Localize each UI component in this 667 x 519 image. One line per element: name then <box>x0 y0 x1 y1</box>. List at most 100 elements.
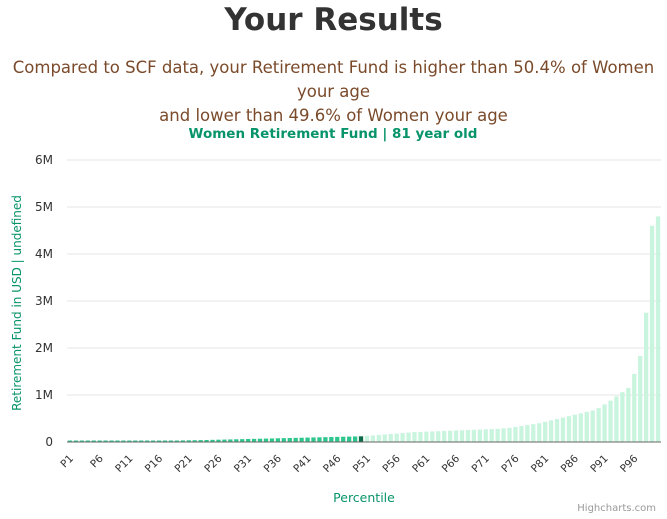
bar-p32[interactable] <box>251 438 257 442</box>
bar-p31[interactable] <box>246 438 251 442</box>
bar-p5[interactable] <box>91 440 96 443</box>
bar-p11[interactable] <box>127 440 132 443</box>
bar-p44[interactable] <box>323 437 328 442</box>
bar-p75[interactable] <box>507 427 512 442</box>
bar-p24[interactable] <box>204 439 209 442</box>
bar-p16[interactable] <box>156 440 162 443</box>
bar-p27[interactable] <box>222 439 227 442</box>
bar-p38[interactable] <box>287 438 292 442</box>
bar-p100[interactable] <box>655 216 661 442</box>
bar-p41[interactable] <box>305 437 310 442</box>
bar-p63[interactable] <box>436 431 441 442</box>
bar-p98[interactable] <box>644 312 649 442</box>
bar-p60[interactable] <box>418 431 423 442</box>
bar-p68[interactable] <box>465 430 471 442</box>
bar-p99[interactable] <box>649 225 655 442</box>
bar-p28[interactable] <box>228 439 233 442</box>
bar-p94[interactable] <box>620 392 625 442</box>
bar-p80[interactable] <box>537 423 542 442</box>
bar-p12[interactable] <box>133 440 138 443</box>
bar-p23[interactable] <box>198 440 203 442</box>
bar-p8[interactable] <box>109 440 114 443</box>
bar-p42[interactable] <box>311 437 316 442</box>
bar-p7[interactable] <box>103 440 108 443</box>
bar-p22[interactable] <box>192 440 197 442</box>
bar-p93[interactable] <box>614 396 619 442</box>
bar-p37[interactable] <box>281 438 286 442</box>
bar-p62[interactable] <box>430 431 435 442</box>
bar-p79[interactable] <box>531 424 536 442</box>
bar-p67[interactable] <box>459 430 465 442</box>
bar-p18[interactable] <box>168 440 174 443</box>
bar-p19[interactable] <box>174 440 180 443</box>
bar-p70[interactable] <box>477 429 482 442</box>
bar-p6[interactable] <box>97 440 102 443</box>
bar-p51[interactable] <box>364 435 370 442</box>
bar-p34[interactable] <box>263 438 269 442</box>
bar-p78[interactable] <box>525 425 530 442</box>
bar-p21[interactable] <box>186 440 191 442</box>
bar-p90[interactable] <box>596 408 601 442</box>
bar-p82[interactable] <box>548 420 554 442</box>
bar-p96[interactable] <box>632 373 637 442</box>
bar-p40[interactable] <box>299 437 304 442</box>
bar-p49[interactable] <box>352 436 358 442</box>
bar-p33[interactable] <box>257 438 263 442</box>
bar-p71[interactable] <box>483 429 488 442</box>
bar-p55[interactable] <box>388 434 393 442</box>
bar-p29[interactable] <box>234 439 239 442</box>
bar-p30[interactable] <box>240 439 245 442</box>
bar-p1[interactable] <box>67 440 73 443</box>
bar-p81[interactable] <box>543 421 548 442</box>
bar-p58[interactable] <box>406 432 411 442</box>
bar-p59[interactable] <box>412 432 417 442</box>
bar-p86[interactable] <box>572 414 578 442</box>
bar-p26[interactable] <box>216 439 221 442</box>
bar-p91[interactable] <box>602 404 607 442</box>
bar-p66[interactable] <box>453 430 459 442</box>
bar-p97[interactable] <box>638 355 643 442</box>
bar-p43[interactable] <box>317 437 322 442</box>
bar-p9[interactable] <box>115 440 120 443</box>
bar-p36[interactable] <box>275 438 281 442</box>
bar-p83[interactable] <box>554 418 560 442</box>
bar-p72[interactable] <box>489 429 494 442</box>
bar-p92[interactable] <box>608 400 613 442</box>
bar-p17[interactable] <box>162 440 168 443</box>
bar-p88[interactable] <box>584 411 589 442</box>
bar-p54[interactable] <box>382 434 387 442</box>
bar-p4[interactable] <box>85 440 90 443</box>
bar-p73[interactable] <box>495 428 500 442</box>
bar-p2[interactable] <box>73 440 79 443</box>
bar-p95[interactable] <box>626 387 631 442</box>
bar-p50[interactable] <box>358 436 364 442</box>
bar-p13[interactable] <box>139 440 144 443</box>
bar-p53[interactable] <box>376 434 381 442</box>
bar-p47[interactable] <box>341 436 346 442</box>
bar-p14[interactable] <box>145 440 150 443</box>
bar-p61[interactable] <box>424 431 429 442</box>
bar-p46[interactable] <box>335 436 340 442</box>
bar-p85[interactable] <box>566 416 572 442</box>
bar-p87[interactable] <box>578 413 583 442</box>
bar-p10[interactable] <box>121 440 126 443</box>
bar-p56[interactable] <box>394 433 399 442</box>
bar-p65[interactable] <box>447 430 453 442</box>
bar-p48[interactable] <box>347 436 352 442</box>
bar-p35[interactable] <box>269 438 275 442</box>
bar-p20[interactable] <box>180 440 185 442</box>
bar-p89[interactable] <box>590 410 595 442</box>
bar-p39[interactable] <box>293 437 298 442</box>
bar-p45[interactable] <box>329 437 334 442</box>
credits-link[interactable]: Highcharts.com <box>577 503 656 514</box>
bar-p3[interactable] <box>79 440 84 443</box>
bar-p76[interactable] <box>513 426 518 442</box>
bar-p69[interactable] <box>471 429 477 442</box>
bar-p57[interactable] <box>400 433 405 442</box>
bar-p84[interactable] <box>560 417 566 442</box>
bar-p15[interactable] <box>150 440 156 443</box>
bar-p74[interactable] <box>501 428 506 442</box>
bar-p25[interactable] <box>210 439 215 442</box>
bar-p77[interactable] <box>519 426 524 442</box>
bar-p52[interactable] <box>370 435 376 442</box>
